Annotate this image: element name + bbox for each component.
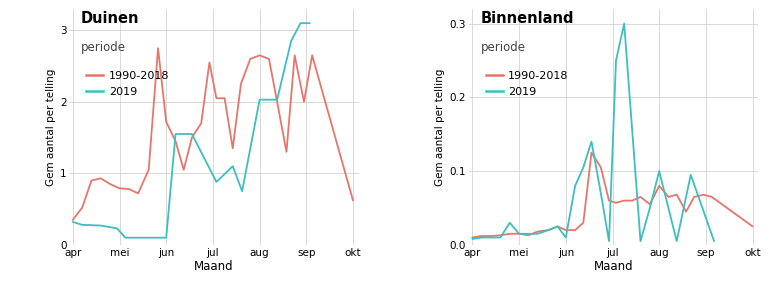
Text: periode: periode [81,41,126,54]
Text: Binnenland: Binnenland [480,11,574,26]
X-axis label: Maand: Maand [194,260,234,273]
Text: periode: periode [480,41,525,54]
Legend: 1990-2018, 2019: 1990-2018, 2019 [86,71,169,97]
Y-axis label: Gem aantal per telling: Gem aantal per telling [45,68,55,186]
X-axis label: Maand: Maand [594,260,634,273]
Text: Duinen: Duinen [81,11,139,26]
Legend: 1990-2018, 2019: 1990-2018, 2019 [486,71,569,97]
Y-axis label: Gem aantal per telling: Gem aantal per telling [436,68,446,186]
